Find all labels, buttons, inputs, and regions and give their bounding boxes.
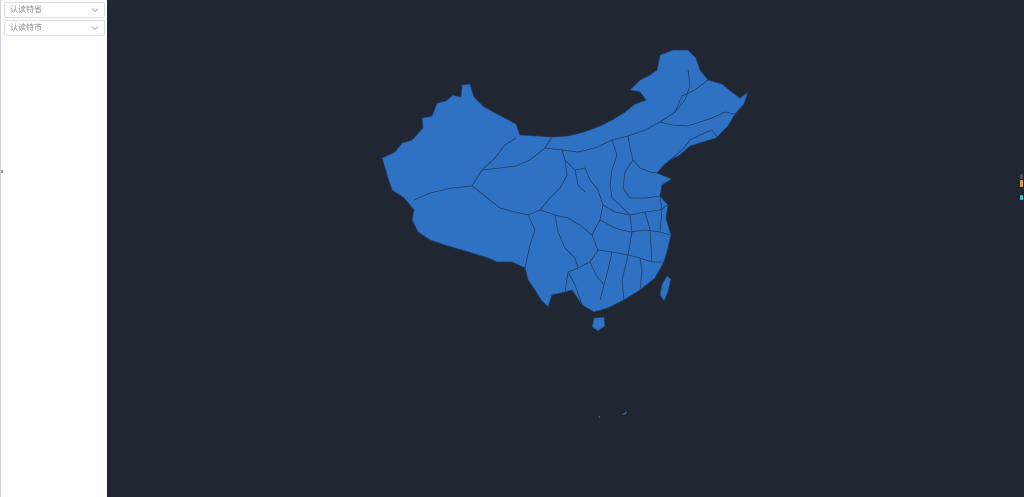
map-region-south-sea-islands <box>598 411 627 418</box>
map-panel[interactable] <box>107 0 1024 497</box>
china-map[interactable] <box>107 0 1024 497</box>
chevron-down-icon <box>91 26 99 31</box>
legend-swatch[interactable] <box>1020 180 1023 187</box>
province-select-value: 认读特省 <box>10 5 42 14</box>
city-select-value: 认读特市 <box>10 23 42 32</box>
legend-swatch[interactable] <box>1020 195 1023 200</box>
map-region-taiwan[interactable] <box>659 275 672 302</box>
map-region-mainland[interactable] <box>381 49 749 313</box>
chevron-down-icon <box>91 8 99 13</box>
legend-swatch[interactable] <box>1020 174 1023 179</box>
province-select[interactable]: 认读特省 <box>4 2 105 18</box>
filter-sidebar: 认读特省 认读特市 <box>0 0 107 497</box>
sidebar-edge-marker <box>1 170 3 173</box>
province-borders <box>413 69 736 306</box>
city-select[interactable]: 认读特市 <box>4 20 105 36</box>
map-region-hainan[interactable] <box>591 316 606 332</box>
